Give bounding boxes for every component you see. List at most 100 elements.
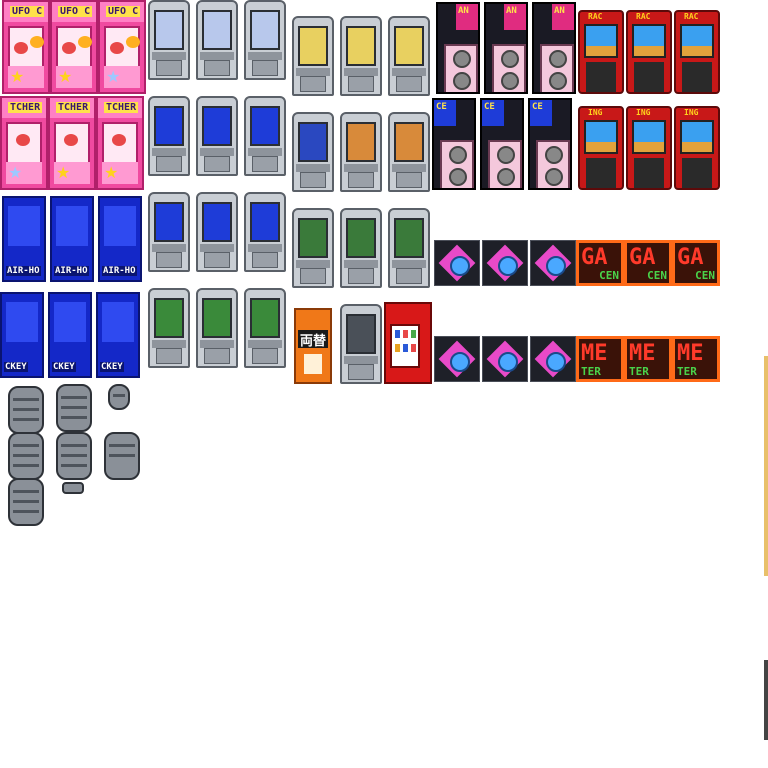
floor-tile-sprite [530,336,576,382]
pod-sprite [8,432,44,480]
neon-sign-sprite: ME TER [624,336,672,382]
air-hockey-label: AIR-HO [54,266,89,276]
star-icon: ★ [10,67,25,86]
arcade-cabinet-sprite [148,192,190,272]
arcade-cabinet-sprite [148,96,190,176]
racing-cabinet-sprite: ING [674,106,720,190]
air-hockey-sprite: CKEY [0,292,44,378]
ufo-catcher-sprite: TCHER ★ [0,96,48,190]
ufo-catcher-label: UFO C [10,6,45,17]
floor-tile-sprite [482,336,528,382]
pod-sprite [56,432,92,480]
music-cabinet-label: CE [484,102,495,112]
racing-cabinet-sprite: ING [626,106,672,190]
racing-cabinet-label: ING [636,108,651,117]
racing-cabinet-label: ING [588,108,603,117]
arcade-cabinet-sprite [244,0,286,80]
arcade-cabinet-sprite [244,96,286,176]
music-cabinet-sprite: CE [528,98,572,190]
ufo-catcher-sprite: TCHER ★ [48,96,96,190]
racing-cabinet-sprite: RAC [626,10,672,94]
arcade-cabinet-sprite [244,192,286,272]
pod-sprite [8,386,44,434]
air-hockey-sprite: CKEY [96,292,140,378]
floor-tile-sprite [434,336,480,382]
air-hockey-label: CKEY [4,362,28,372]
racing-cabinet-label: RAC [684,12,699,21]
ufo-catcher-sprite: UFO C ★ [98,0,146,94]
neon-sign-text: GA [677,245,704,270]
ufo-catcher-label: TCHER [104,102,139,113]
air-hockey-label: AIR-HO [6,266,41,276]
arcade-cabinet-sprite [340,112,382,192]
racing-cabinet-sprite: RAC [578,10,624,94]
pod-sprite [104,432,140,480]
music-cabinet-label: AN [506,6,517,16]
neon-sign-text: GA [629,245,656,270]
neon-sign-text: ME [629,341,656,366]
air-hockey-label: CKEY [100,362,124,372]
neon-sign-subtext: CEN [695,269,715,282]
star-icon: ★ [104,163,119,182]
arcade-cabinet-sprite [388,112,430,192]
air-hockey-sprite: AIR-HO [2,196,46,282]
music-cabinet-sprite: CE [480,98,524,190]
edge-fragment [764,356,768,576]
music-cabinet-sprite: CE [432,98,476,190]
air-hockey-label: CKEY [52,362,76,372]
neon-sign-sprite: GA CEN [576,240,624,286]
arcade-cabinet-sprite [388,208,430,288]
neon-sign-sprite: GA CEN [672,240,720,286]
neon-sign-text: ME [677,341,704,366]
ufo-catcher-label: TCHER [56,102,91,113]
racing-cabinet-label: RAC [588,12,603,21]
neon-sign-subtext: TER [677,365,697,378]
racing-cabinet-sprite: RAC [674,10,720,94]
pod-sprite [56,384,92,432]
racing-cabinet-label: RAC [636,12,651,21]
change-machine-sprite: 両替 [294,308,332,384]
arcade-cabinet-sprite [196,0,238,80]
change-machine-label: 両替 [300,334,327,349]
star-icon: ★ [8,163,23,182]
vending-machine-sprite [384,302,432,384]
racing-cabinet-sprite: ING [578,106,624,190]
neon-sign-subtext: CEN [599,269,619,282]
neon-sign-subtext: TER [629,365,649,378]
arcade-cabinet-sprite [148,288,190,368]
arcade-cabinet-sprite [148,0,190,80]
floor-tile-sprite [482,240,528,286]
neon-sign-sprite: ME TER [672,336,720,382]
floor-tile-sprite [530,240,576,286]
music-cabinet-sprite: AN [436,2,480,94]
racing-cabinet-label: ING [684,108,699,117]
arcade-cabinet-sprite [292,16,334,96]
arcade-cabinet-sprite [388,16,430,96]
star-icon: ★ [106,67,121,86]
arcade-cabinet-sprite [292,208,334,288]
floor-tile-sprite [434,240,480,286]
air-hockey-label: AIR-HO [102,266,137,276]
music-cabinet-label: CE [532,102,543,112]
star-icon: ★ [58,67,73,86]
neon-sign-text: GA [581,245,608,270]
air-hockey-sprite: AIR-HO [98,196,142,282]
pod-sprite [108,384,130,410]
pod-sprite [62,482,84,494]
neon-sign-subtext: CEN [647,269,667,282]
music-cabinet-label: AN [458,6,469,16]
arcade-cabinet-sprite [292,112,334,192]
neon-sign-text: ME [581,341,608,366]
ufo-catcher-sprite: UFO C ★ [50,0,98,94]
neon-sign-sprite: GA CEN [624,240,672,286]
ufo-catcher-label: UFO C [58,6,93,17]
ufo-catcher-label: TCHER [8,102,43,113]
arcade-cabinet-sprite [196,96,238,176]
edge-fragment [764,660,768,740]
music-cabinet-label: CE [436,102,447,112]
air-hockey-sprite: CKEY [48,292,92,378]
arcade-cabinet-sprite [196,288,238,368]
air-hockey-sprite: AIR-HO [50,196,94,282]
arcade-cabinet-sprite [244,288,286,368]
arcade-cabinet-sprite [340,208,382,288]
